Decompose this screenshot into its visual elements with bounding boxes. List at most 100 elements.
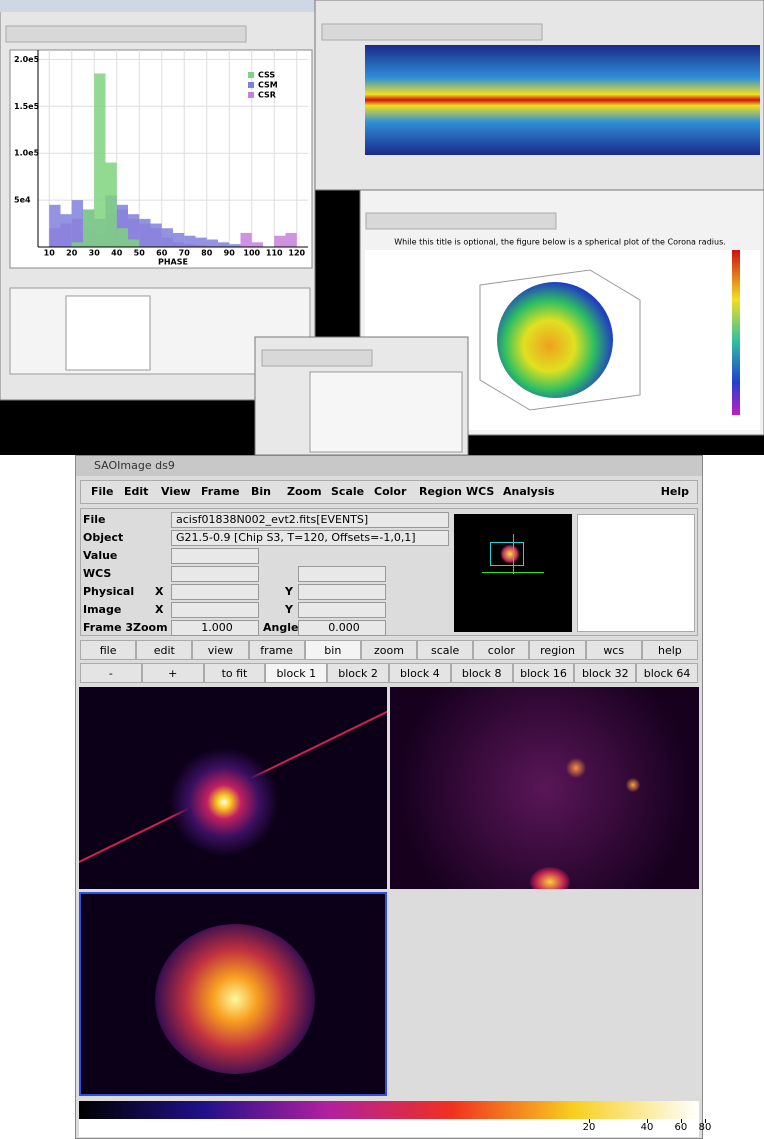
wcs-field <box>171 566 259 582</box>
toolbar-button[interactable]: block 4 <box>389 663 451 683</box>
panner <box>577 514 695 632</box>
histogram-bar <box>150 223 162 247</box>
wcs-field <box>298 566 386 582</box>
window-title: SAOImage ds9 <box>76 456 702 476</box>
toolbar-button[interactable]: block 8 <box>450 663 513 683</box>
toolbar-button[interactable]: block 16 <box>512 663 575 683</box>
histogram-bar <box>105 162 117 247</box>
histogram-bar <box>71 200 83 247</box>
colorbar-tick-label: 60 <box>674 1122 688 1133</box>
toolbar-button[interactable]: edit <box>136 640 193 660</box>
y-tick-label: 2.0e5 <box>14 55 40 64</box>
menu-item[interactable]: Frame <box>201 485 240 498</box>
bounding-box <box>479 269 641 411</box>
toolbar-button[interactable]: scale <box>417 640 474 660</box>
menu-item[interactable]: View <box>161 485 191 498</box>
ds9-window: SAOImage ds9 File Edit View Frame Bin Zoom Sca… <box>75 455 711 1139</box>
zoom-field: 1.000 <box>171 620 259 636</box>
histogram-bar <box>116 204 128 247</box>
toolbar <box>261 349 373 367</box>
magnifier-box <box>490 542 524 566</box>
histogram-bar <box>285 232 297 247</box>
toolbar-button[interactable]: zoom <box>360 640 418 660</box>
title-bar <box>0 0 315 12</box>
menu-item[interactable]: Scale <box>331 485 365 498</box>
colorbar-tick <box>680 1119 682 1123</box>
button-bar: file edit view frame bin zoom scale color region… <box>80 640 698 662</box>
toolbar-button[interactable]: bin <box>304 640 361 660</box>
toolbar-button[interactable]: block 32 <box>574 663 637 683</box>
angle-field: 0.000 <box>298 620 386 636</box>
x-tick-label: 30 <box>89 249 101 258</box>
x-axis-label: PHASE <box>158 258 188 267</box>
histogram-bar <box>49 204 61 247</box>
menu-item[interactable]: Help <box>660 485 689 498</box>
menu-item[interactable]: Region <box>419 485 462 498</box>
menu-item[interactable]: Bin <box>251 485 271 498</box>
legend-label: CSM <box>258 81 278 90</box>
y-tick-label: 1.5e5 <box>14 102 40 111</box>
menu-item[interactable]: Zoom <box>287 485 322 498</box>
histogram-bar <box>116 228 128 247</box>
label: Y <box>285 585 293 598</box>
sphere <box>497 282 613 398</box>
legend-swatch <box>248 72 254 78</box>
x-tick-label: 40 <box>111 249 123 258</box>
toolbar-button[interactable]: color <box>473 640 530 660</box>
list-box <box>65 295 151 371</box>
info-panel: File acisf01838N002_evt2.fits[EVENTS] Obje… <box>80 508 698 636</box>
toolbar-button[interactable]: region <box>529 640 586 660</box>
legend-swatch <box>248 82 254 88</box>
legend-swatch <box>248 92 254 98</box>
label: Physical <box>83 585 135 598</box>
physical-x <box>171 584 259 600</box>
form-panel <box>309 371 463 453</box>
label: Y <box>285 603 293 616</box>
histogram-bar <box>195 237 207 247</box>
toolbar-button[interactable]: - <box>80 663 142 683</box>
label: X <box>155 603 164 616</box>
x-tick-label: 90 <box>224 249 236 258</box>
histogram-bar <box>161 228 173 247</box>
menu-item[interactable]: Edit <box>124 485 149 498</box>
histogram-bar <box>128 239 140 247</box>
toolbar-button[interactable]: block 64 <box>636 663 698 683</box>
label: Object <box>83 531 124 544</box>
toolbar-button[interactable]: frame <box>248 640 305 660</box>
top-collage: 2.0e5 1.5e5 1.0e5 5e4 10 20 30 40 50 60 70 80 90 100 1… <box>0 0 764 455</box>
x-tick-label: 70 <box>179 249 191 258</box>
toolbar-button[interactable]: to fit <box>203 663 266 683</box>
colorbar-tick-label: 80 <box>698 1122 712 1133</box>
frame-3 <box>79 892 387 1096</box>
histogram-bar <box>71 242 83 247</box>
toolbar-button[interactable]: wcs <box>585 640 642 660</box>
menu-item[interactable]: File <box>91 485 114 498</box>
toolbar-button[interactable]: view <box>192 640 249 660</box>
extended-source <box>155 924 315 1074</box>
x-tick-label: 10 <box>44 249 56 258</box>
image-y <box>298 602 386 618</box>
histogram-bar <box>274 235 286 247</box>
toolbar-button[interactable]: help <box>641 640 698 660</box>
x-tick-label: 80 <box>201 249 213 258</box>
toolbar-button[interactable]: block 1 <box>265 663 328 683</box>
value-field <box>171 548 259 564</box>
menu-item[interactable]: Color <box>374 485 407 498</box>
toolbar-button[interactable]: file <box>80 640 137 660</box>
x-tick-label: 120 <box>288 249 305 258</box>
histogram-bar <box>229 244 241 247</box>
x-tick-label: 100 <box>243 249 260 258</box>
menu-item[interactable]: Analysis <box>503 485 555 498</box>
toolbar-button[interactable]: + <box>141 663 204 683</box>
source <box>565 757 587 779</box>
colorbar <box>79 1101 699 1119</box>
histogram-bar <box>173 232 185 247</box>
toolbar-button[interactable]: block 2 <box>327 663 389 683</box>
physical-y <box>298 584 386 600</box>
label: X <box>155 585 164 598</box>
colorbar <box>732 250 740 415</box>
label: WCS <box>83 567 112 580</box>
menu-item[interactable]: WCS <box>466 485 495 498</box>
compass-n <box>513 534 514 574</box>
y-tick-label: 5e4 <box>14 196 31 205</box>
